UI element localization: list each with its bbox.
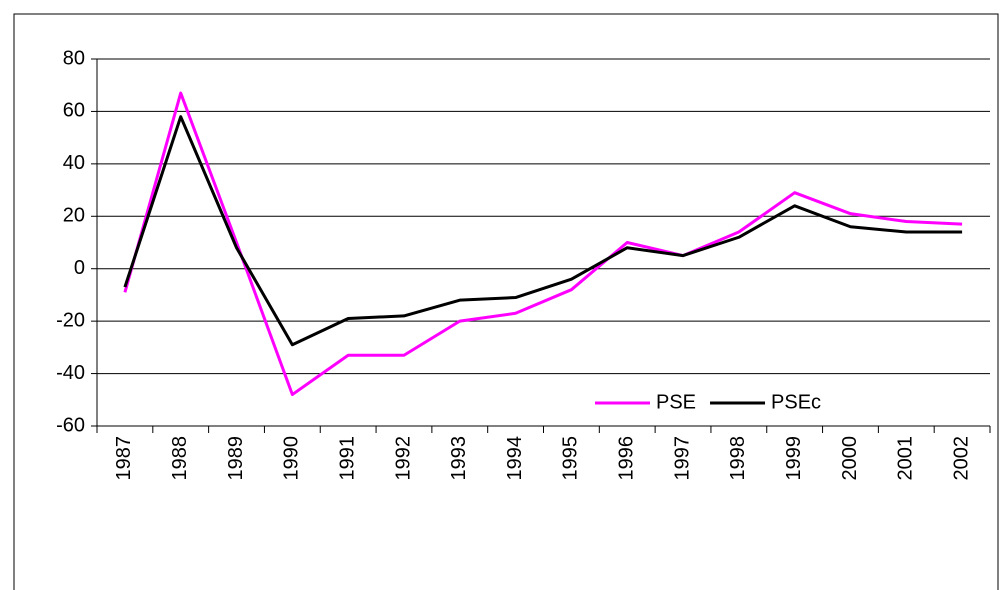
x-tick-label: 1987 xyxy=(113,436,135,481)
series-line xyxy=(123,91,963,397)
y-tick-label: 60 xyxy=(63,100,85,122)
x-tick-label: 1999 xyxy=(783,436,805,481)
x-tick-label: 1997 xyxy=(671,436,693,481)
y-tick-label: -40 xyxy=(56,362,85,384)
x-tick-label: 1992 xyxy=(392,436,414,481)
x-tick-label: 1989 xyxy=(225,436,247,481)
x-tick-label: 2001 xyxy=(895,436,917,481)
y-tick-label: 0 xyxy=(74,257,85,279)
series-line xyxy=(123,115,963,347)
x-tick-label: 1988 xyxy=(169,436,191,481)
x-tick-label: 1991 xyxy=(336,436,358,481)
y-tick-label: -20 xyxy=(56,309,85,331)
x-tick-label: 1995 xyxy=(560,436,582,481)
x-tick-label: 2000 xyxy=(839,436,861,481)
y-tick-label: 80 xyxy=(63,47,85,69)
x-tick-label: 2002 xyxy=(950,436,972,481)
legend-label: PSEc xyxy=(771,391,821,413)
x-tick-label: 1993 xyxy=(448,436,470,481)
y-tick-label: 20 xyxy=(63,205,85,227)
y-tick-label: 40 xyxy=(63,152,85,174)
y-tick-label: -60 xyxy=(56,414,85,436)
chart-frame xyxy=(13,13,999,590)
x-tick-label: 1994 xyxy=(504,436,526,481)
legend-label: PSE xyxy=(656,391,696,413)
x-tick-label: 1998 xyxy=(727,436,749,481)
x-tick-label: 1990 xyxy=(281,436,303,481)
x-tick-label: 1996 xyxy=(616,436,638,481)
